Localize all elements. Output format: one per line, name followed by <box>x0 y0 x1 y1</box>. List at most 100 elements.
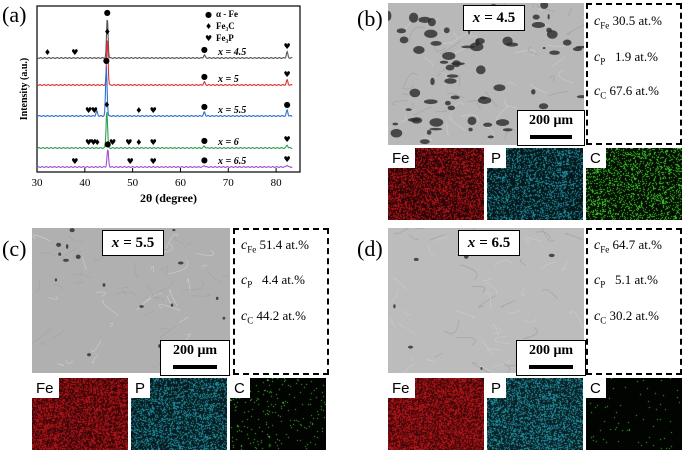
composition-box-d: cFe 64.7 at.% cP 5.1 at.% cC 30.2 at.% <box>586 228 682 375</box>
sem-particle <box>493 84 506 92</box>
sem-particle <box>547 14 550 20</box>
sem-grain <box>536 4 555 12</box>
sem-particle <box>139 305 144 308</box>
phase-marker: ♥ <box>71 157 78 166</box>
sem-grain <box>562 260 569 271</box>
sem-particle <box>447 105 456 111</box>
phase-marker: ♥ <box>109 138 116 147</box>
sem-grain <box>565 232 583 241</box>
sem-particle <box>477 96 492 104</box>
sem-particle <box>480 366 483 370</box>
xrd-series-line <box>36 112 293 149</box>
phase-marker: ♥ <box>85 106 92 115</box>
phase-marker: ● <box>201 102 208 111</box>
sem-grain <box>423 56 433 67</box>
sem-grain <box>492 358 511 367</box>
sem-grain <box>69 235 83 243</box>
sem-grain <box>535 231 551 240</box>
sem-grain <box>178 316 189 323</box>
phase-marker: ● <box>284 100 291 109</box>
x-value-d: = 6.5 <box>479 234 511 251</box>
c-symbol: c <box>241 238 248 253</box>
sem-grain <box>514 49 536 57</box>
eds-map-label: Fe <box>32 378 59 398</box>
sem-particle <box>538 103 549 110</box>
x-tick-label: 80 <box>271 177 283 189</box>
sem-grain <box>394 228 410 235</box>
series-label: x = 6.5 <box>217 156 246 167</box>
element-name: C <box>600 90 607 101</box>
sem-grain <box>479 365 494 373</box>
c-symbol: c <box>594 14 601 29</box>
legend-symbol: ● <box>205 10 212 19</box>
sem-particle <box>423 99 438 105</box>
sem-texture <box>389 228 584 373</box>
sem-grain <box>401 92 409 96</box>
phase-marker: ♦ <box>135 106 142 115</box>
sem-grain <box>169 289 178 307</box>
sem-particle <box>58 252 62 256</box>
sem-particle <box>430 41 442 46</box>
phase-marker: ● <box>201 72 208 81</box>
x-value-b: = 4.5 <box>484 9 516 26</box>
eds-map-p-d: P <box>487 378 583 450</box>
x-tick-label: 50 <box>127 177 139 189</box>
sem-grain <box>136 296 151 311</box>
phase-marker: ♥ <box>150 157 157 166</box>
sem-grain <box>34 280 41 293</box>
eds-map-label: C <box>230 378 250 398</box>
sem-grain <box>150 265 155 273</box>
sem-grain <box>72 250 82 259</box>
eds-map-label: C <box>586 148 606 168</box>
series-label: x = 5.5 <box>217 105 246 116</box>
c-symbol: c <box>594 50 601 65</box>
panel-d-label: (d) <box>357 236 383 261</box>
element-name: Fe <box>247 244 257 255</box>
sem-grain <box>538 7 543 12</box>
sem-grain <box>143 309 155 317</box>
sem-particle <box>393 304 396 309</box>
sem-grain <box>181 280 205 291</box>
sem-grain <box>202 264 208 268</box>
sem-grain <box>493 326 502 335</box>
eds-map-fe-c: Fe <box>32 378 128 450</box>
sem-grain <box>53 283 64 291</box>
sem-grain <box>91 354 99 364</box>
sem-grain <box>408 234 420 240</box>
sem-particle <box>54 278 58 282</box>
sem-grain <box>158 304 181 311</box>
sem-grain <box>529 83 547 93</box>
y-axis-label: Intensity (a.u.) <box>19 58 30 121</box>
sem-particle <box>469 42 484 52</box>
sem-particle <box>405 108 412 112</box>
sem-grain <box>115 291 136 298</box>
composition-value: 51.4 at.% <box>259 237 309 252</box>
sem-particle <box>576 95 584 99</box>
sem-grain <box>549 75 555 83</box>
c-symbol: c <box>594 84 601 99</box>
phase-marker: ♦ <box>94 138 101 147</box>
sem-particle <box>413 46 425 54</box>
sem-particle <box>396 28 407 34</box>
sem-grain <box>61 248 78 264</box>
scale-bar-d: 200 μm <box>516 340 586 376</box>
sem-grain <box>95 291 106 297</box>
c-symbol: c <box>241 309 248 324</box>
sem-particle <box>424 29 438 38</box>
sem-particle <box>451 62 465 66</box>
legend-symbol: ♥ <box>205 34 212 43</box>
composition-value: 5.1 at.% <box>614 272 658 287</box>
eds-map-c-b: C <box>586 148 682 220</box>
sem-grain <box>527 46 539 56</box>
composition-c-d: cC 30.2 at.% <box>594 308 659 326</box>
eds-map-label: Fe <box>388 378 415 398</box>
element-name: Fe <box>600 20 610 31</box>
sem-particle <box>102 283 106 287</box>
sem-grain <box>471 286 485 294</box>
sem-particle <box>546 27 552 33</box>
element-name: C <box>600 315 607 326</box>
composition-value: 44.2 at.% <box>256 308 306 323</box>
sem-particle <box>467 116 477 126</box>
phase-marker: ♥ <box>85 138 92 147</box>
sem-grain <box>75 281 85 284</box>
